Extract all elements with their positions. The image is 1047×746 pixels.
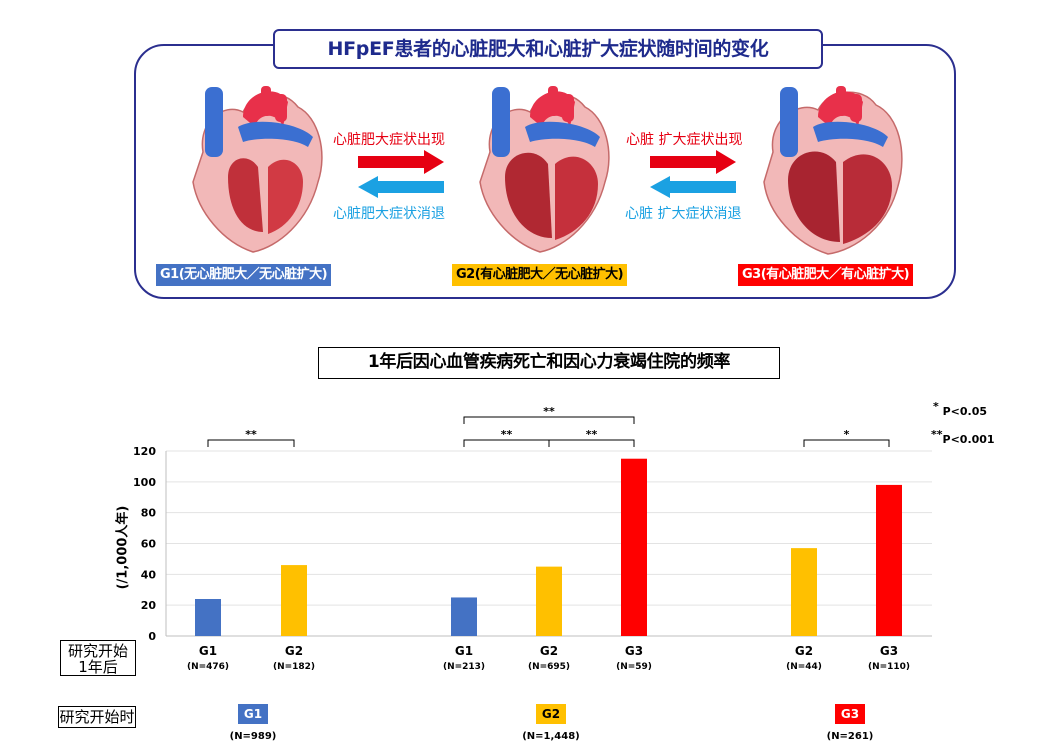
x-tick-label: G1: [455, 644, 473, 658]
x-tick-label: G3: [625, 644, 643, 658]
y-tick-label: 120: [133, 445, 156, 458]
x-tick-label: G2: [540, 644, 558, 658]
significance-label: **: [543, 405, 555, 418]
y-tick-label: 0: [148, 630, 156, 643]
x-tick-label: G3: [880, 644, 898, 658]
heart-illustration-g2: [479, 86, 610, 253]
x-tick-n-label: (N=182): [273, 662, 315, 672]
y-tick-label: 60: [141, 538, 157, 551]
legend-single-text: P<0.05: [942, 405, 988, 418]
arrow2-regress-label: 心脏 扩大症状消退: [625, 206, 742, 222]
bar-g1: [195, 599, 221, 636]
significance-label: **: [501, 428, 513, 441]
y-tick-label: 40: [141, 568, 157, 581]
x-tick-n-label: (N=59): [616, 662, 652, 672]
right-arrow-icon: [358, 150, 444, 174]
significance-bracket: [463, 439, 550, 447]
x-tick-n-label: (N=44): [786, 662, 822, 672]
significance-label: **: [245, 428, 257, 441]
y-tick-label: 80: [141, 507, 157, 520]
chart-title: 1年后因心血管疾病死亡和因心力衰竭住院的频率: [318, 347, 780, 379]
significance-bracket: [548, 439, 635, 447]
significance-bracket: [463, 416, 635, 424]
bar-g1: [451, 597, 477, 636]
significance-label: *: [844, 428, 850, 441]
legend-single-star: * P<0.05: [933, 400, 988, 418]
left-arrow-icon: [358, 176, 444, 198]
legend-double-star: **P<0.001: [931, 428, 995, 446]
x-tick-n-label: (N=110): [868, 662, 910, 672]
row-label-after-text: 研究开始 1年后: [67, 642, 128, 676]
significance-bracket: [803, 439, 890, 447]
arrow1-appear-label: 心脏肥大症状出现: [333, 132, 445, 148]
row-label-start: 研究开始时: [58, 706, 136, 728]
legend-double-text: P<0.001: [942, 433, 995, 446]
x-tick-label: G1: [199, 644, 217, 658]
start-group-g2: G2: [536, 704, 566, 724]
panel-title: HFpEF患者的心脏肥大和心脏扩大症状随时间的变化: [273, 29, 823, 69]
start-group-g2-n: (N=1,448): [522, 731, 580, 742]
arrow1-regress-label: 心脏肥大症状消退: [333, 206, 445, 222]
heart-illustration-g3: [763, 86, 903, 255]
x-tick-label: G2: [285, 644, 303, 658]
x-tick-n-label: (N=476): [187, 662, 229, 672]
bar-g2: [536, 566, 562, 636]
right-arrow-icon: [650, 150, 736, 174]
group-tag-g2: G2(有心脏肥大／无心脏扩大): [452, 264, 628, 286]
x-tick-n-label: (N=213): [443, 662, 485, 672]
y-tick-label: 100: [133, 476, 156, 489]
bar-g2: [791, 548, 817, 636]
arrow2-appear-label: 心脏 扩大症状出现: [626, 132, 743, 148]
x-tick-n-label: (N=695): [528, 662, 570, 672]
row-label-after: 研究开始 1年后: [60, 640, 136, 676]
y-tick-label: 20: [141, 599, 157, 612]
x-tick-label: G2: [795, 644, 813, 658]
group-tag-g3: G3(有心脏肥大／有心脏扩大): [738, 264, 914, 286]
bar-g3: [876, 484, 902, 636]
heart-illustration-g1: [192, 86, 323, 253]
significance-bracket: [207, 439, 295, 447]
bar-g3: [621, 458, 647, 636]
left-arrow-icon: [650, 176, 736, 198]
start-group-g3-n: (N=261): [826, 731, 874, 742]
bar-g2: [281, 565, 307, 636]
group-tag-g1: G1(无心脏肥大／无心脏扩大): [156, 264, 332, 286]
start-group-g1: G1: [238, 704, 268, 724]
start-group-g1-n: (N=989): [229, 731, 277, 742]
significance-label: **: [586, 428, 598, 441]
start-group-g3: G3: [835, 704, 865, 724]
